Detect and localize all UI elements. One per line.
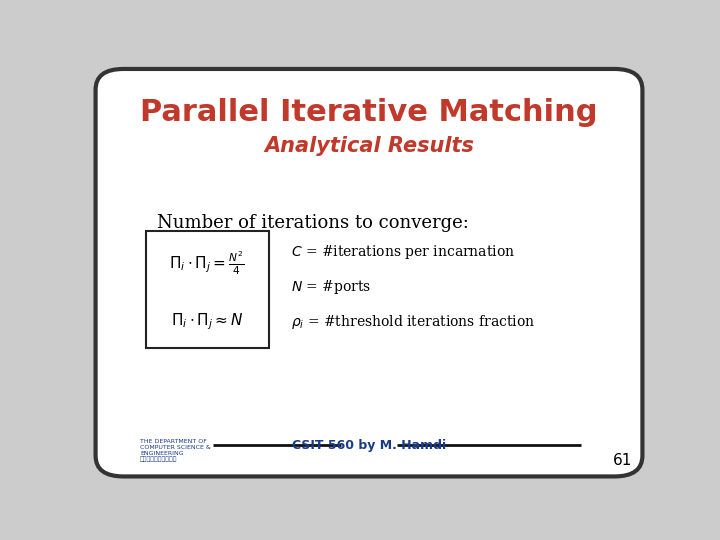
Text: THE DEPARTMENT OF
COMPUTER SCIENCE &
ENGINEERING
計算機科學及工程學系: THE DEPARTMENT OF COMPUTER SCIENCE & ENG… xyxy=(140,439,211,462)
Text: $\Pi_i \cdot \Pi_j \approx N$: $\Pi_i \cdot \Pi_j \approx N$ xyxy=(171,312,243,332)
Text: 61: 61 xyxy=(613,453,633,468)
Text: CSIT 560 by M. Hamdi: CSIT 560 by M. Hamdi xyxy=(292,439,446,452)
Text: $N$ = #ports: $N$ = #ports xyxy=(291,278,371,296)
FancyBboxPatch shape xyxy=(145,231,269,348)
Text: $\Pi_i \cdot \Pi_j = \frac{N^2}{4}$: $\Pi_i \cdot \Pi_j = \frac{N^2}{4}$ xyxy=(169,250,245,278)
FancyBboxPatch shape xyxy=(96,69,642,476)
Text: $C$ = #iterations per incarnation: $C$ = #iterations per incarnation xyxy=(291,243,515,261)
Text: Parallel Iterative Matching: Parallel Iterative Matching xyxy=(140,98,598,127)
Text: Analytical Results: Analytical Results xyxy=(264,136,474,156)
Text: $\rho_i$ = #threshold iterations fraction: $\rho_i$ = #threshold iterations fractio… xyxy=(291,313,535,331)
Text: Number of iterations to converge:: Number of iterations to converge: xyxy=(157,214,469,232)
